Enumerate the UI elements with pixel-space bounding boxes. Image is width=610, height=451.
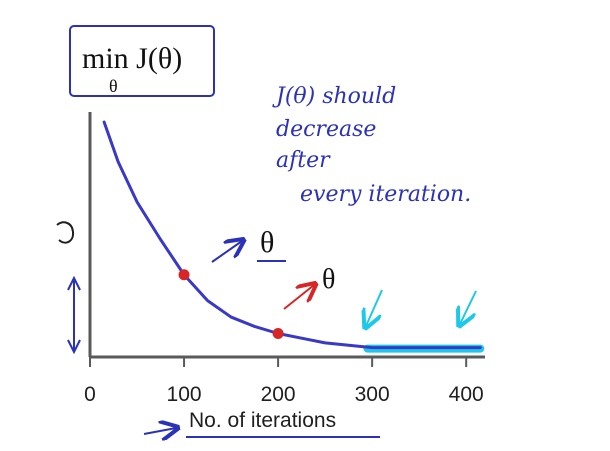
left-axis-scribbles [56,221,81,355]
vertical-arrow-top [67,275,81,291]
cyan-arrow-left [366,289,383,326]
note-line-3: after [276,148,331,173]
cost-curve [102,120,482,350]
x-tick-label-200: 200 [261,383,296,406]
xlabel: No. of iterations [189,409,336,432]
x-tick-label-400: 400 [449,383,484,406]
formula-main-text: min J(θ) [82,42,182,75]
y-axis-handwritten-mark [56,221,75,244]
curve-point-1 [178,269,190,281]
formula-subscript-text: θ [109,76,118,96]
cyan-arrows [366,289,477,326]
blue-theta-label: θ [260,226,274,259]
vertical-arrow-bottom [67,339,81,355]
cyan-arrow-right [460,290,477,324]
theta-annotations: θ θ [211,226,335,310]
x-tick-label-300: 300 [355,383,390,406]
red-theta-label: θ [322,264,335,295]
curve-point-2 [272,328,284,339]
points-layer [178,269,284,339]
x-ticks-layer: 0 100 200 300 400 [84,357,484,406]
xlabel-arrow [143,428,176,434]
red-theta-arrow [283,285,314,310]
series-layer [102,120,482,350]
note-line-2: decrease [276,117,376,142]
x-axis-label-group: No. of iterations [143,409,380,437]
blue-theta-arrow [211,241,242,263]
formula-frame [69,25,215,97]
formula-box: min J(θ) θ [69,25,215,97]
axes [88,112,485,359]
x-tick-label-100: 100 [167,383,202,406]
note-line-1: J(θ) should [272,84,396,109]
handwritten-note: J(θ) should decrease after every iterati… [272,84,471,207]
x-tick-label-0: 0 [84,383,96,406]
note-line-4: every iteration. [300,182,471,207]
